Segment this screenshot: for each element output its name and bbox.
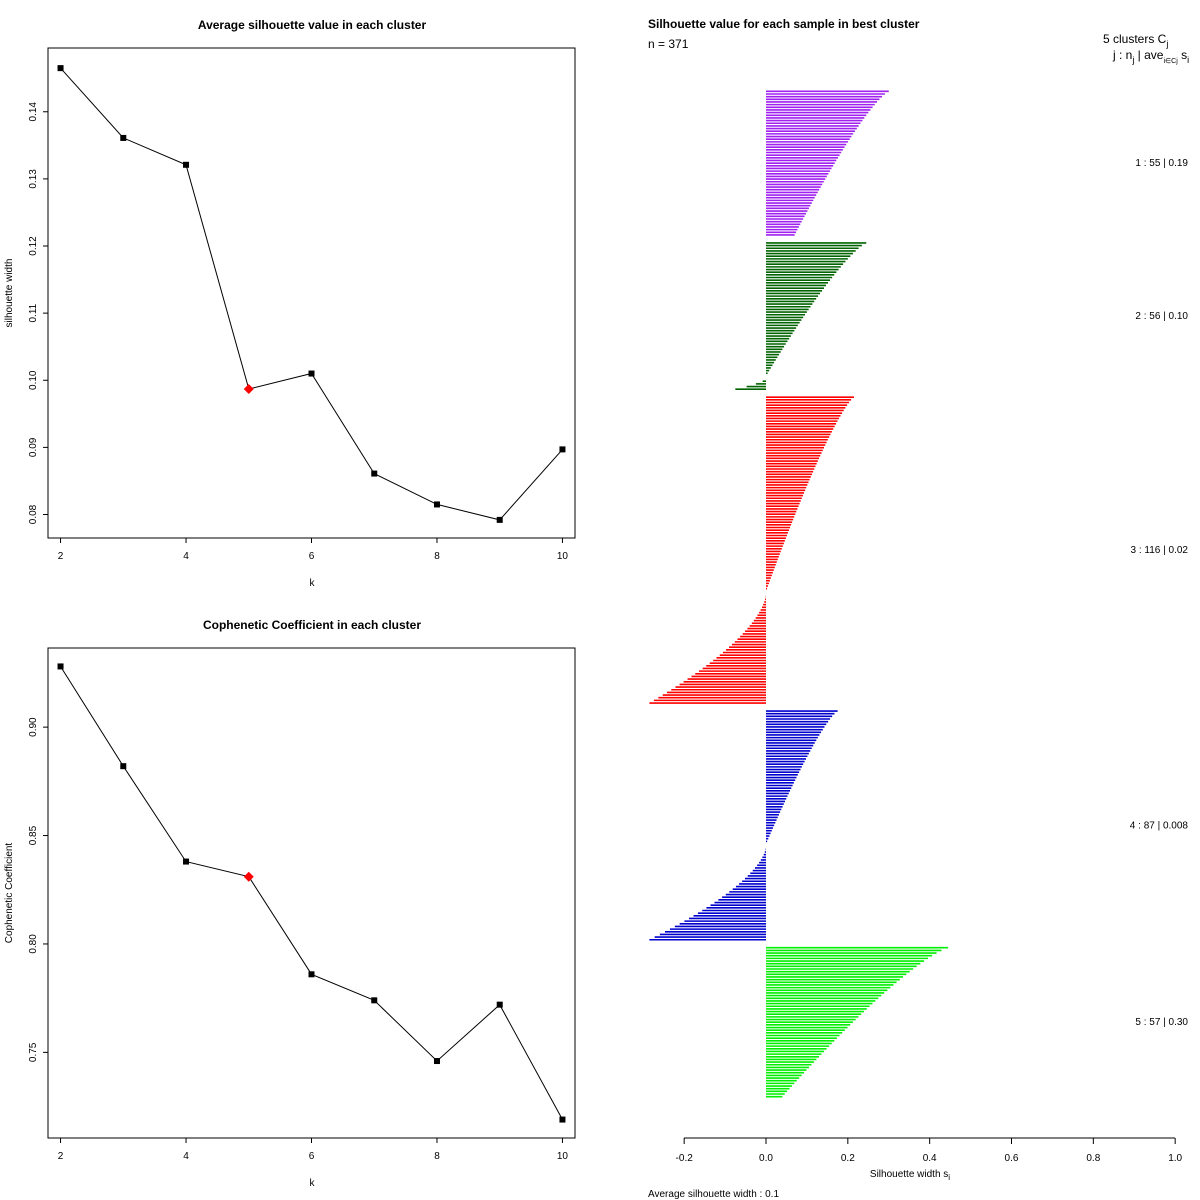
legend-header-1: 5 clusters C: [1103, 32, 1167, 46]
x-tick-label: 0.8: [1086, 1153, 1100, 1164]
data-point: [433, 1058, 440, 1065]
x-tick-label: 0.4: [923, 1153, 937, 1164]
cluster-label: 4 : 87 | 0.008: [1130, 820, 1189, 831]
data-point: [496, 516, 503, 523]
plot-frame: [47, 47, 576, 539]
data-point: [559, 1116, 566, 1123]
y-tick-label: 0.08: [28, 504, 39, 524]
data-point: [308, 971, 315, 978]
x-axis-label: k: [310, 1178, 316, 1189]
average-silhouette-footer: Average silhouette width : 0.1: [648, 1189, 779, 1200]
series-line: [60, 67, 563, 521]
x-tick-label: 4: [183, 1151, 189, 1162]
silhouette-bars: [649, 90, 949, 1098]
y-tick-label: 0.13: [28, 169, 39, 189]
series-line: [60, 666, 563, 1120]
x-axis-label: k: [310, 578, 316, 589]
svg-text:Silhouette width si: Silhouette width si: [870, 1169, 950, 1182]
legend-header: 5 clusters Cj j : nj | avei∈Cj si: [1103, 32, 1189, 65]
data-point: [371, 470, 378, 477]
x-tick-label: 8: [434, 551, 440, 562]
data-point: [308, 370, 315, 377]
cophenetic-line-chart: Cophenetic Coefficient in each cluster 2…: [4, 618, 576, 1189]
line-series: [57, 65, 566, 523]
y-axis: 0.08 0.09 0.10 0.11 0.12 0.13 0.14: [28, 102, 48, 524]
x-tick-label: 8: [434, 1151, 440, 1162]
cluster-labels: 1 : 55 | 0.19 2 : 56 | 0.10 3 : 116 | 0.02…: [1130, 158, 1189, 1028]
x-axis: 2 4 6 8 10: [58, 1138, 569, 1162]
y-tick-label: 0.90: [28, 717, 39, 737]
data-point: [57, 65, 64, 72]
chart-title: Cophenetic Coefficient in each cluster: [203, 618, 421, 632]
x-tick-label: 0.2: [841, 1153, 855, 1164]
x-tick-label: 0.0: [759, 1153, 773, 1164]
x-axis: 2 4 6 8 10: [58, 538, 569, 562]
data-point: [371, 997, 378, 1004]
sample-count: n = 371: [648, 37, 689, 51]
cluster-5-bars: [766, 946, 949, 1098]
highlight-point: [243, 871, 254, 882]
data-point: [183, 858, 190, 865]
x-tick-label: 1.0: [1168, 1153, 1182, 1164]
x-tick-label: 6: [309, 551, 315, 562]
line-series: [57, 663, 566, 1123]
y-tick-label: 0.14: [28, 102, 39, 122]
data-point: [120, 763, 127, 770]
cluster-4-bars: [649, 710, 838, 941]
y-tick-label: 0.09: [28, 437, 39, 457]
x-tick-label: 6: [309, 1151, 315, 1162]
data-point: [559, 446, 566, 453]
x-axis: -0.2 0.0 0.2 0.4 0.6 0.8 1.0: [676, 1138, 1183, 1164]
data-point: [496, 1001, 503, 1008]
y-tick-label: 0.11: [28, 303, 39, 322]
y-tick-label: 0.80: [28, 934, 39, 954]
cluster-label: 2 : 56 | 0.10: [1135, 311, 1188, 322]
cluster-label: 5 : 57 | 0.30: [1135, 1017, 1188, 1028]
data-point: [120, 134, 127, 141]
highlight-point: [243, 383, 254, 394]
silhouette-bar-chart: Silhouette value for each sample in best…: [648, 17, 1189, 1200]
y-axis: 0.75 0.80 0.85 0.90: [28, 717, 48, 1062]
data-point: [183, 161, 190, 168]
svg-text:5 clusters Cj: 5 clusters Cj: [1103, 32, 1168, 49]
y-tick-label: 0.75: [28, 1042, 39, 1062]
y-axis-label: Cophenetic Coefficient: [4, 843, 15, 944]
x-tick-label: 2: [58, 551, 64, 562]
legend-header-2: j : n: [1112, 48, 1132, 62]
chart-title: Silhouette value for each sample in best…: [648, 17, 920, 31]
x-tick-label: 4: [183, 551, 189, 562]
cluster-3-bars: [649, 396, 854, 704]
y-tick-label: 0.85: [28, 825, 39, 845]
x-tick-label: 0.6: [1005, 1153, 1019, 1164]
x-tick-label: 2: [58, 1151, 64, 1162]
y-axis-label: silhouette width: [4, 259, 15, 328]
cluster-label: 1 : 55 | 0.19: [1135, 158, 1188, 169]
x-tick-label: 10: [557, 1151, 569, 1162]
cluster-1-bars: [766, 90, 889, 236]
silhouette-line-chart: Average silhouette value in each cluster…: [4, 18, 576, 589]
cluster-2-bars: [735, 242, 867, 391]
x-tick-label: -0.2: [676, 1153, 694, 1164]
x-tick-label: 10: [557, 551, 569, 562]
chart-title: Average silhouette value in each cluster: [198, 18, 427, 32]
y-tick-label: 0.10: [28, 370, 39, 390]
data-point: [433, 501, 440, 508]
y-tick-label: 0.12: [28, 236, 39, 256]
svg-text:j : nj | avei∈Cj si: j : nj | avei∈Cj si: [1112, 48, 1189, 65]
plot-frame: [47, 647, 576, 1139]
cluster-label: 3 : 116 | 0.02: [1131, 545, 1189, 556]
data-point: [57, 663, 64, 670]
x-axis-label: Silhouette width s: [870, 1169, 948, 1180]
